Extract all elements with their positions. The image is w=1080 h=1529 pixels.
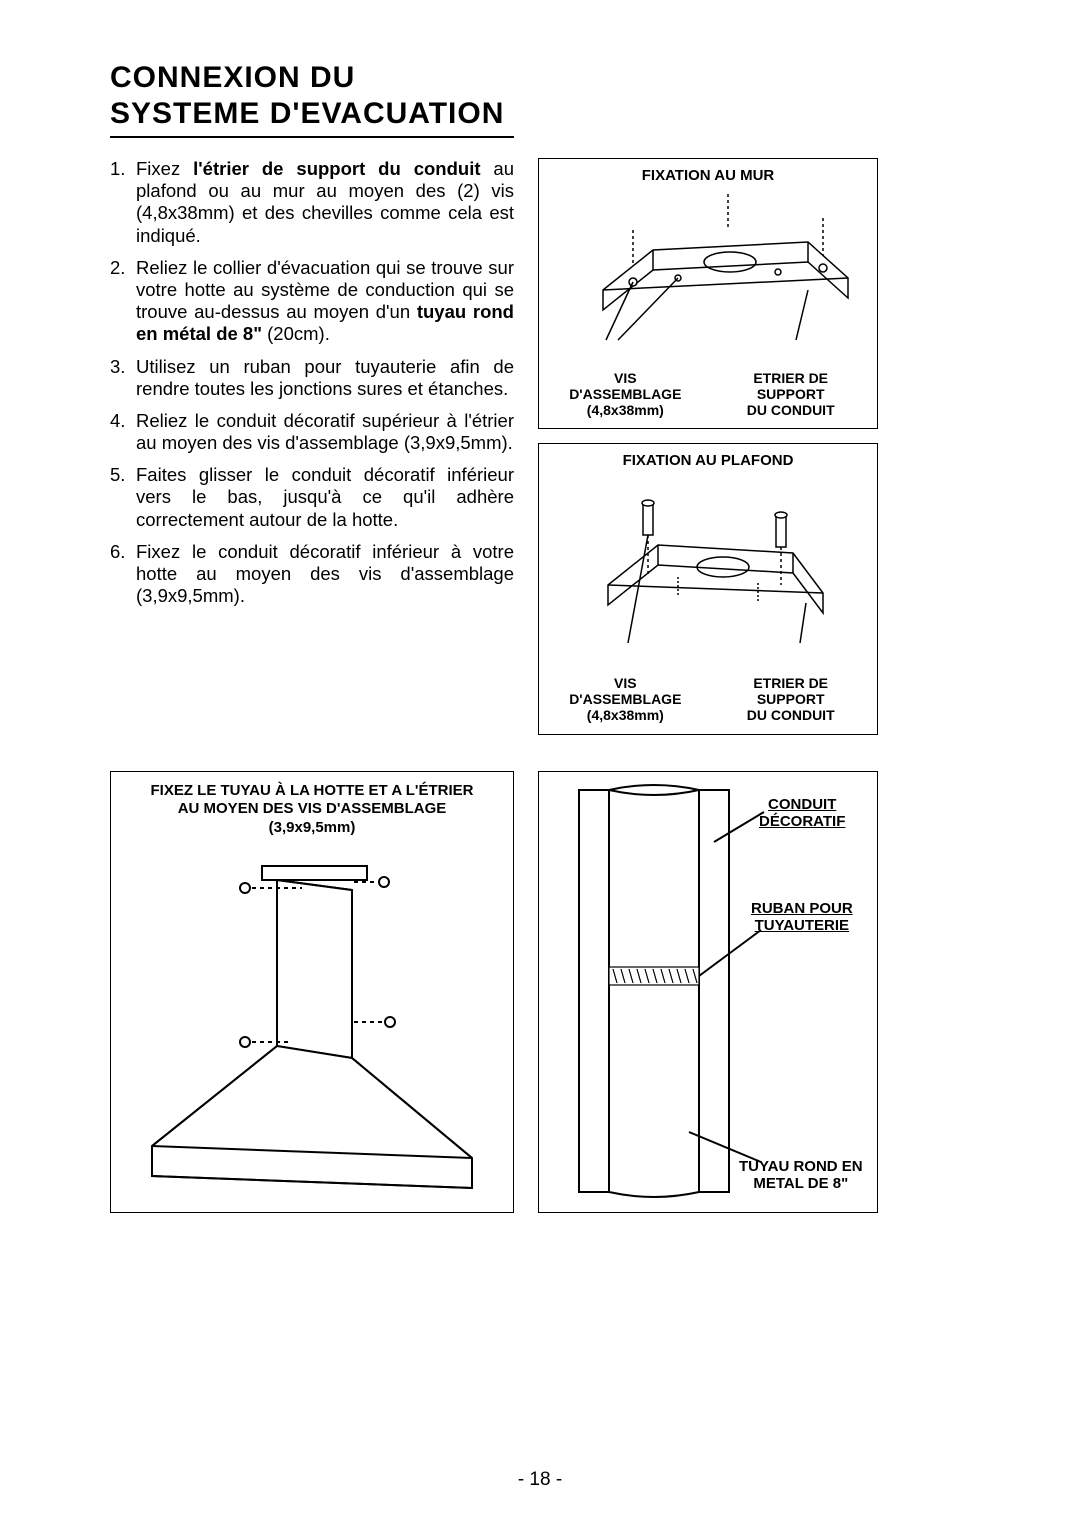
- label-bracket: ETRIER DE SUPPORT DU CONDUIT: [714, 675, 867, 723]
- bottom-row: FIXEZ LE TUYAU À LA HOTTE ET A L'ÉTRIER …: [110, 771, 970, 1213]
- diagram-title: FIXEZ LE TUYAU À LA HOTTE ET A L'ÉTRIER …: [121, 782, 503, 838]
- label-screws: VIS D'ASSEMBLAGE (4,8x38mm): [549, 370, 702, 418]
- step-4: 4. Reliez le conduit décoratif supérieur…: [110, 410, 514, 454]
- section-title: CONNEXION DU SYSTEME D'EVACUATION: [110, 60, 514, 138]
- step-text: Faites glisser le conduit décoratif infé…: [136, 464, 514, 531]
- ceiling-bracket-icon: [558, 475, 858, 675]
- diagram-ceiling-mount: FIXATION AU PLAFOND: [538, 443, 878, 734]
- right-column: FIXATION AU MUR: [538, 158, 878, 749]
- step-number: 3.: [110, 356, 136, 400]
- step-number: 5.: [110, 464, 136, 531]
- duct-icon: [539, 772, 877, 1210]
- label-pipe: TUYAU ROND EN METAL DE 8": [739, 1158, 863, 1193]
- diagram-wall-mount: FIXATION AU MUR: [538, 158, 878, 429]
- diagram-labels: VIS D'ASSEMBLAGE (4,8x38mm) ETRIER DE SU…: [549, 675, 867, 723]
- step-2: 2. Reliez le collier d'évacuation qui se…: [110, 257, 514, 346]
- two-column-layout: 1. Fixez l'étrier de support du conduit …: [110, 158, 970, 749]
- diagram-title: FIXATION AU MUR: [549, 167, 867, 184]
- label-screws: VIS D'ASSEMBLAGE (4,8x38mm): [549, 675, 702, 723]
- step-number: 1.: [110, 158, 136, 247]
- step-text: Fixez le conduit décoratif inférieur à v…: [136, 541, 514, 608]
- left-column: 1. Fixez l'étrier de support du conduit …: [110, 158, 514, 749]
- step-text: Reliez le collier d'évacuation qui se tr…: [136, 257, 514, 346]
- step-3: 3. Utilisez un ruban pour tuyauterie afi…: [110, 356, 514, 400]
- diagram-hood-assembly: FIXEZ LE TUYAU À LA HOTTE ET A L'ÉTRIER …: [110, 771, 514, 1213]
- step-number: 4.: [110, 410, 136, 454]
- step-number: 2.: [110, 257, 136, 346]
- instruction-list: 1. Fixez l'étrier de support du conduit …: [110, 158, 514, 607]
- wall-bracket-icon: [558, 190, 858, 370]
- hood-icon: [122, 846, 502, 1206]
- step-5: 5. Faites glisser le conduit décoratif i…: [110, 464, 514, 531]
- label-bracket: ETRIER DE SUPPORT DU CONDUIT: [714, 370, 867, 418]
- step-text: Utilisez un ruban pour tuyauterie afin d…: [136, 356, 514, 400]
- step-1: 1. Fixez l'étrier de support du conduit …: [110, 158, 514, 247]
- diagram-labels: VIS D'ASSEMBLAGE (4,8x38mm) ETRIER DE SU…: [549, 370, 867, 418]
- step-6: 6. Fixez le conduit décoratif inférieur …: [110, 541, 514, 608]
- diagram-title: FIXATION AU PLAFOND: [549, 452, 867, 469]
- page-number: - 18 -: [0, 1469, 1080, 1491]
- diagram-duct-detail: CONDUIT DÉCORATIF RUBAN POUR TUYAUTERIE …: [538, 771, 878, 1213]
- label-conduit: CONDUIT DÉCORATIF: [759, 796, 845, 831]
- step-number: 6.: [110, 541, 136, 608]
- label-tape: RUBAN POUR TUYAUTERIE: [751, 900, 853, 935]
- page: CONNEXION DU SYSTEME D'EVACUATION 1. Fix…: [110, 60, 970, 1213]
- step-text: Fixez l'étrier de support du conduit au …: [136, 158, 514, 247]
- step-text: Reliez le conduit décoratif supérieur à …: [136, 410, 514, 454]
